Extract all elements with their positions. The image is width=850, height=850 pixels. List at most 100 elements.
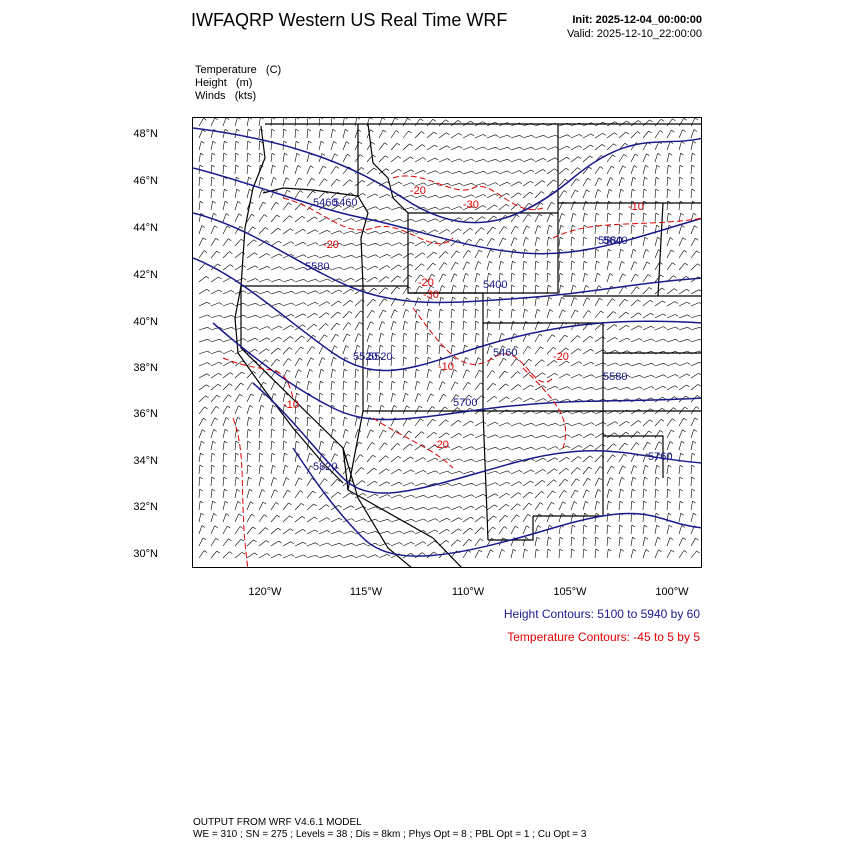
wind-barb — [462, 482, 472, 487]
wind-barb-flag — [624, 142, 629, 146]
wind-barb — [546, 385, 556, 391]
wind-barb-flag — [631, 524, 636, 528]
wind-barb — [594, 362, 604, 367]
wind-barb — [234, 440, 237, 451]
wind-barb — [354, 299, 362, 307]
wind-barb-flag — [435, 218, 439, 221]
wind-barb-flag — [433, 131, 437, 135]
wind-barb-flag — [428, 368, 432, 372]
wind-barb — [330, 441, 334, 451]
wind-barb-flag — [470, 420, 474, 424]
wind-barb — [474, 159, 484, 163]
wind-barb — [402, 169, 412, 175]
wind-barb-flag — [252, 226, 256, 230]
wind-barb — [546, 360, 555, 367]
wind-barb — [342, 554, 352, 559]
wind-barb — [654, 141, 660, 151]
map-panel: 5460 5580 5400 5580 5460 5520 5580 5700 5820 5460… — [192, 117, 702, 568]
wind-barb-flag — [201, 225, 205, 228]
wind-barb-flag — [314, 229, 319, 233]
wind-barb-flag — [410, 541, 415, 545]
wind-barb — [390, 242, 400, 247]
wind-barb — [330, 491, 339, 499]
wind-barb-flag — [373, 287, 377, 291]
wind-barb-flag — [371, 142, 375, 145]
wind-barb-flag — [296, 392, 300, 396]
wind-barb — [450, 171, 460, 175]
wind-barb-flag — [559, 536, 564, 540]
wind-barb — [342, 300, 351, 307]
wind-barb — [498, 237, 504, 247]
wind-barb — [222, 213, 227, 223]
wind-barb — [282, 393, 286, 403]
wind-barb-flag — [291, 554, 295, 557]
wind-barb — [450, 394, 457, 403]
wind-barb-flag — [672, 262, 676, 265]
wind-barb-flag — [578, 445, 582, 448]
wind-barb-flag — [261, 189, 266, 192]
wind-barb — [546, 168, 555, 175]
wind-barb-flag — [298, 477, 303, 481]
wind-barb — [486, 146, 496, 151]
wind-barb-flag — [417, 393, 422, 396]
wind-barb-flag — [250, 393, 255, 397]
wind-barb-flag — [225, 417, 230, 420]
wind-barb-flag — [372, 154, 376, 158]
wind-barb — [522, 446, 532, 451]
wind-barb-flag — [202, 237, 207, 241]
wind-barb — [474, 421, 484, 427]
wind-barb-flag — [639, 338, 643, 341]
wind-barb — [522, 309, 525, 319]
wind-barb — [414, 530, 424, 535]
wind-barb — [642, 338, 652, 343]
wind-barb — [198, 301, 208, 307]
wind-barb — [306, 357, 312, 367]
wind-barb-flag — [237, 417, 241, 420]
wind-barb — [306, 128, 309, 139]
wind-barb-flag — [586, 189, 590, 192]
wind-barb-flag — [362, 193, 366, 196]
wind-barb — [414, 157, 423, 163]
wind-barb-flag — [446, 445, 451, 448]
wind-barb — [666, 549, 672, 559]
wind-barb-flag — [434, 444, 438, 448]
wind-barb — [234, 201, 238, 211]
wind-barb — [306, 290, 316, 295]
wind-barb-flag — [386, 168, 390, 171]
wind-barb-flag — [214, 225, 218, 228]
wind-barb — [474, 395, 482, 403]
wind-barb-flag — [395, 430, 400, 433]
wind-barb — [666, 465, 669, 475]
wind-barb-flag — [409, 143, 413, 147]
wind-barb — [582, 478, 588, 487]
wind-barb — [690, 513, 694, 523]
wind-barb — [546, 260, 548, 271]
wind-barb — [546, 373, 555, 379]
wind-barb — [558, 537, 561, 547]
wind-barb-flag — [310, 357, 314, 361]
wind-barb-flag — [345, 429, 349, 432]
wind-barb — [558, 501, 563, 511]
wind-barb — [654, 513, 657, 523]
wind-barb-flag — [615, 350, 619, 353]
wind-barb — [366, 405, 369, 415]
wind-barb — [558, 309, 563, 319]
wind-barb-flag — [307, 416, 311, 420]
wind-barb-flag — [679, 500, 684, 504]
wind-barb-flag — [559, 272, 564, 276]
wind-barb — [402, 230, 412, 235]
wind-barb — [426, 170, 436, 175]
wind-barb — [390, 469, 399, 475]
wind-barb-flag — [658, 441, 662, 445]
wind-barb — [642, 419, 650, 427]
wind-barb-flag — [506, 492, 510, 496]
wind-barb-flag — [686, 301, 691, 305]
wind-barb-flag — [515, 525, 519, 529]
height-contour-label: 5580 — [598, 235, 622, 247]
wind-barb-flag — [200, 152, 204, 156]
wind-barb-flag — [608, 260, 613, 264]
wind-barb — [342, 255, 352, 259]
wind-barb — [654, 249, 659, 259]
wind-barb-flag — [687, 326, 691, 330]
wind-barb — [198, 289, 207, 295]
